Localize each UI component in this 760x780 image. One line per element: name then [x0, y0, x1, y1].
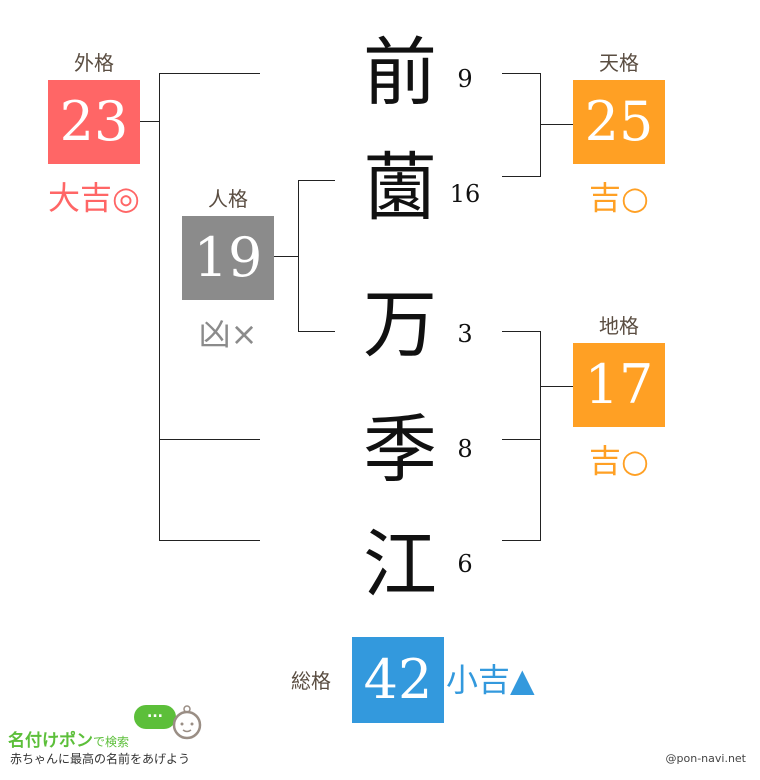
tenkaku-label: 天格 — [599, 51, 639, 75]
stroke-count: 6 — [457, 550, 473, 578]
jinkaku-result: 凶× — [198, 315, 258, 353]
soukaku-value: 42 — [352, 637, 444, 723]
bracket-line — [159, 73, 160, 541]
bracket-line — [540, 386, 573, 387]
gaikaku-value: 23 — [48, 80, 140, 164]
bracket-line — [502, 439, 540, 440]
soukaku-result: 小吉▲ — [446, 661, 535, 699]
bracket-line — [159, 540, 260, 541]
bracket-line — [502, 331, 540, 332]
site-logo[interactable]: 名付けポンで検索 — [8, 726, 129, 751]
tenkaku-result: 吉○ — [589, 179, 649, 217]
bracket-line — [298, 180, 299, 332]
name-char: 万 — [363, 282, 437, 368]
bracket-line — [159, 73, 260, 74]
baby-face-icon — [172, 705, 202, 740]
credit: @pon-navi.net — [665, 752, 746, 765]
bracket-line — [298, 180, 335, 181]
name-char: 江 — [363, 522, 437, 608]
chikaku-result: 吉○ — [589, 442, 649, 480]
stroke-count: 9 — [457, 65, 473, 93]
name-char: 前 — [363, 30, 437, 116]
logo-text: 名付けポン — [8, 731, 93, 751]
tagline: 赤ちゃんに最高の名前をあげよう — [10, 752, 191, 766]
bracket-line — [540, 331, 541, 541]
gaikaku-label: 外格 — [74, 51, 114, 75]
chat-bubble-icon: ... — [134, 705, 176, 729]
gaikaku-result: 大吉◎ — [48, 179, 140, 217]
bracket-line — [540, 124, 573, 125]
jinkaku-value: 19 — [182, 216, 274, 300]
bracket-line — [274, 256, 298, 257]
chikaku-label: 地格 — [599, 314, 639, 338]
jinkaku-label: 人格 — [208, 187, 248, 211]
name-char: 薗 — [363, 145, 437, 231]
bracket-line — [502, 176, 540, 177]
name-char: 季 — [363, 407, 437, 493]
stroke-count: 16 — [449, 180, 481, 208]
soukaku-label: 総格 — [291, 669, 331, 693]
bracket-line — [540, 73, 541, 177]
bracket-line — [140, 121, 159, 122]
chikaku-value: 17 — [573, 343, 665, 427]
logo-sub: で検索 — [93, 735, 130, 749]
bracket-line — [298, 331, 335, 332]
stroke-count: 3 — [457, 320, 473, 348]
bracket-line — [502, 540, 540, 541]
tenkaku-value: 25 — [573, 80, 665, 164]
bracket-line — [159, 439, 260, 440]
bracket-line — [502, 73, 540, 74]
stroke-count: 8 — [457, 435, 473, 463]
